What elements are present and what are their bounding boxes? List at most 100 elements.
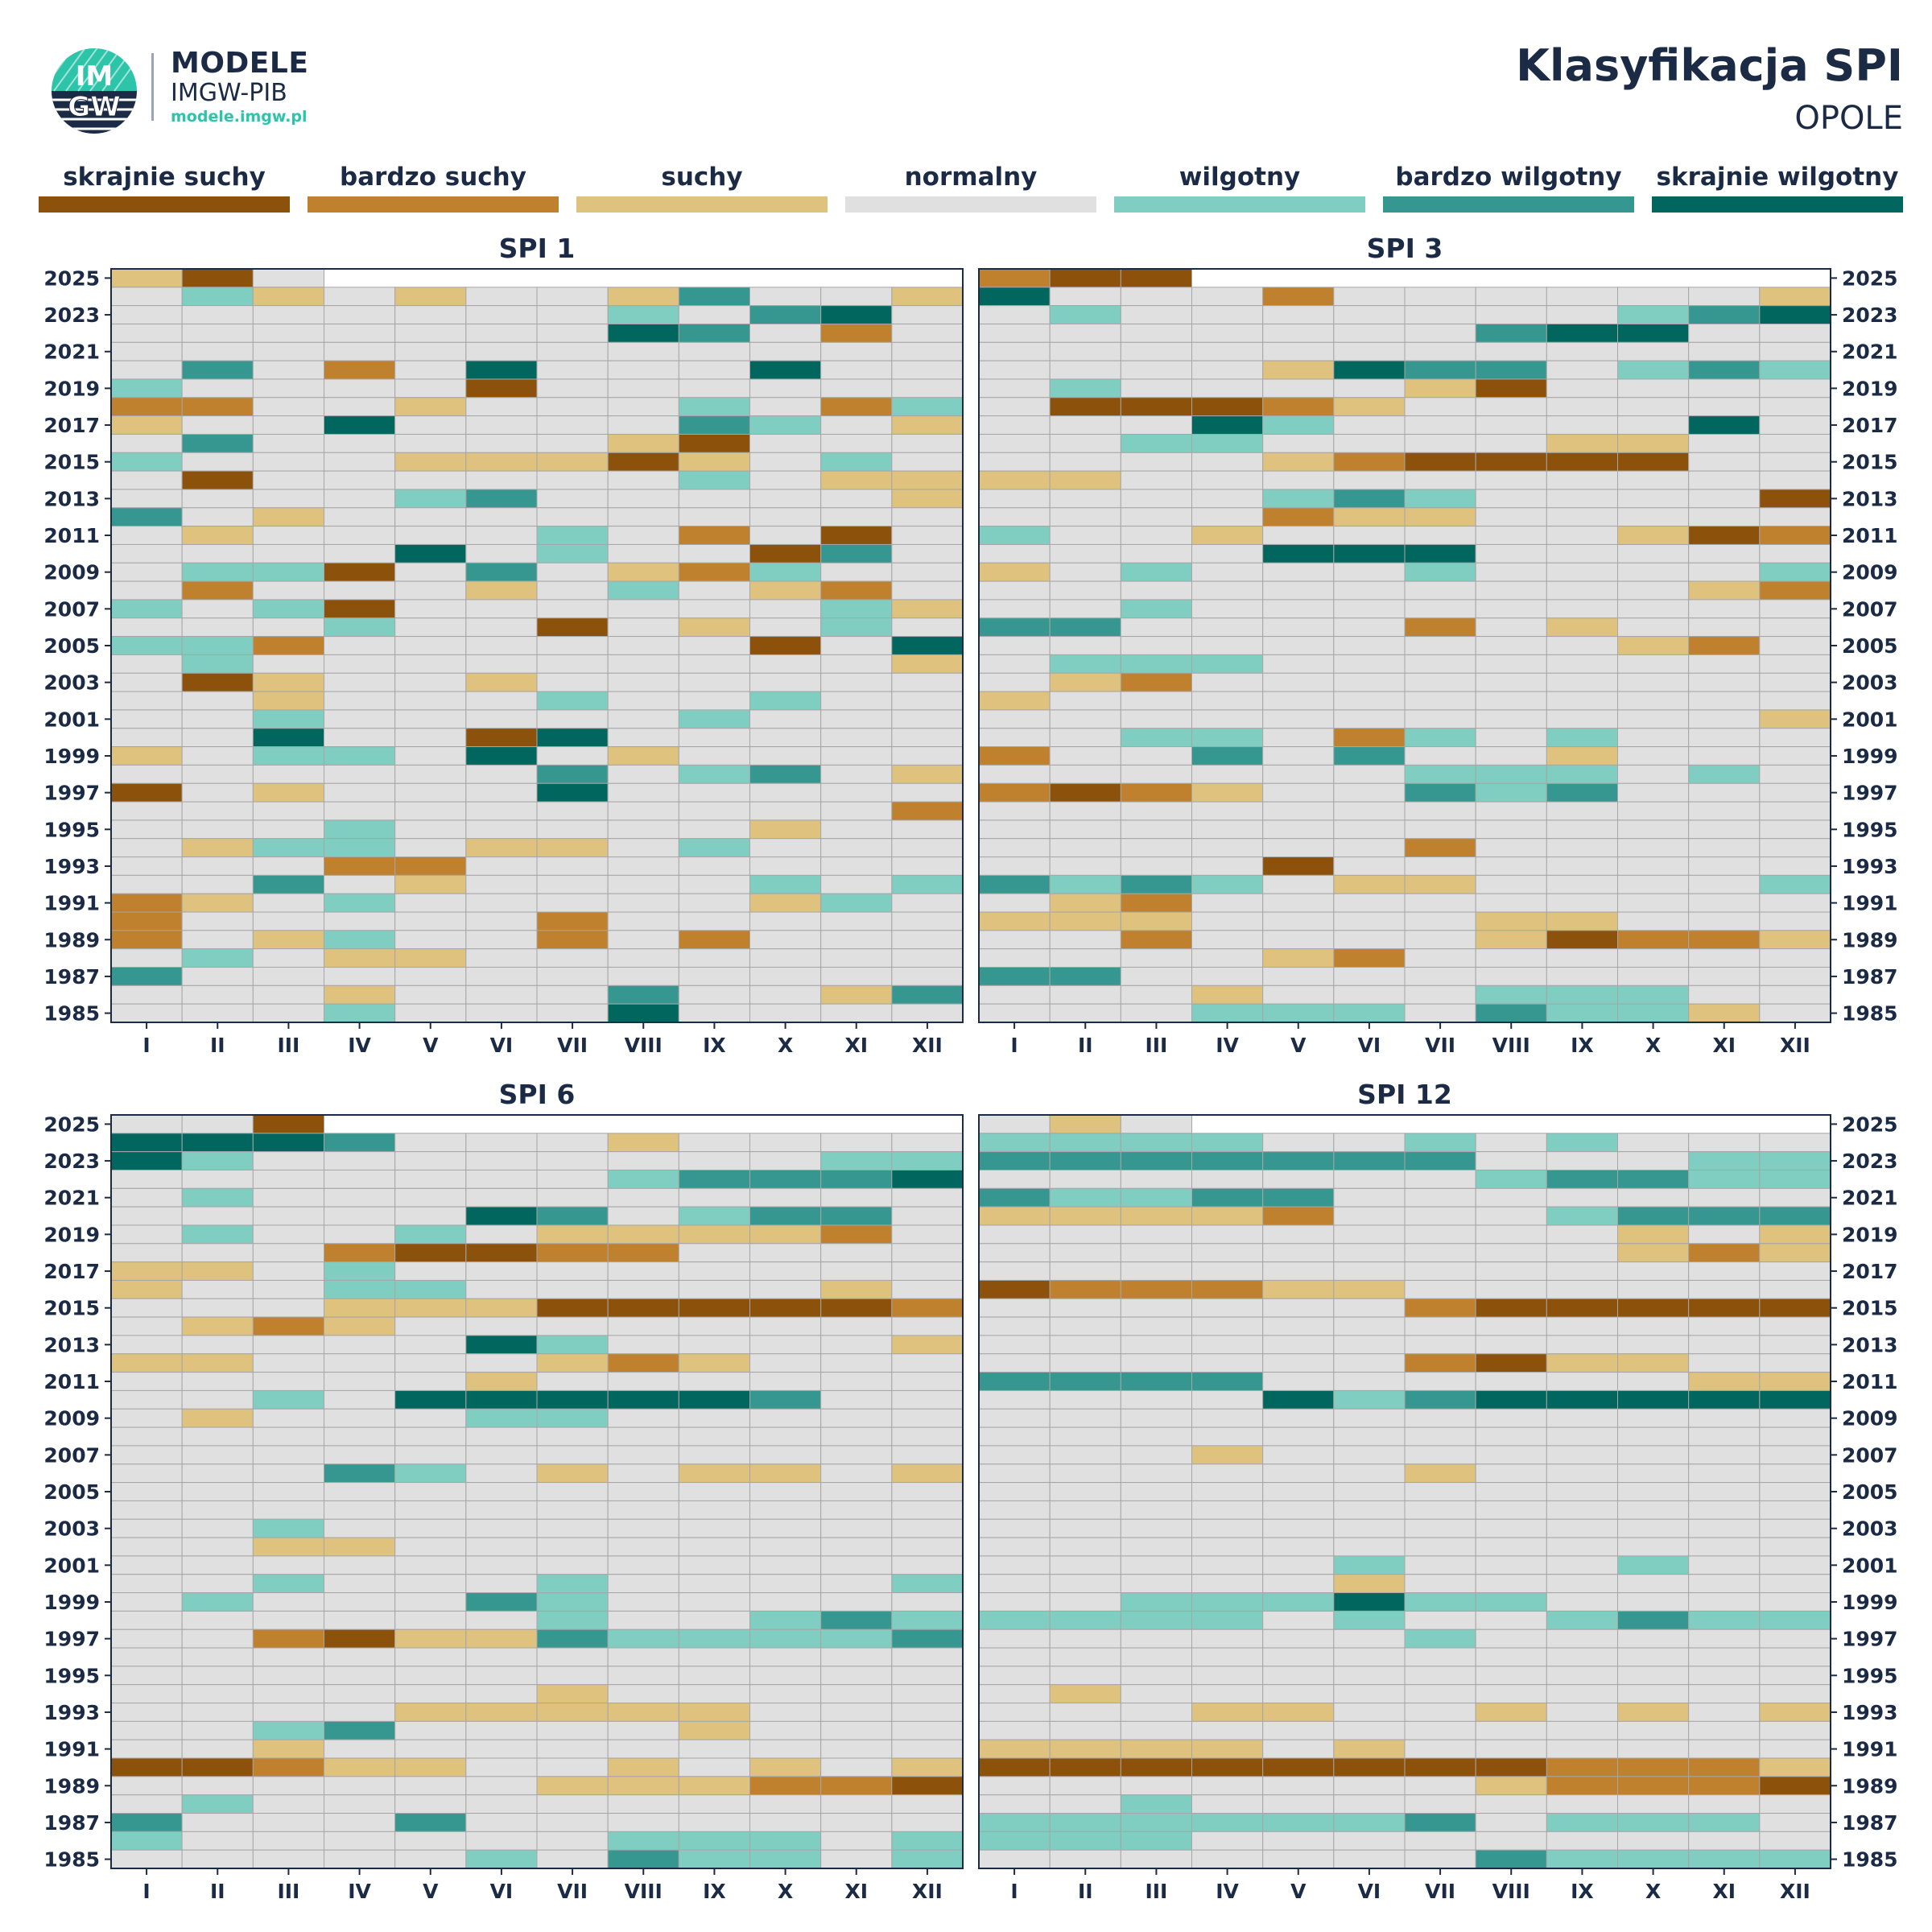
heatmap-cell — [749, 911, 822, 931]
heatmap-cell — [978, 1169, 1051, 1189]
heatmap-cell — [820, 433, 893, 453]
heatmap-cell — [181, 1684, 254, 1704]
heatmap-cell — [1475, 1389, 1547, 1410]
heatmap-cell — [110, 1463, 183, 1484]
heatmap-cell — [1049, 1114, 1121, 1134]
heatmap-cell — [1049, 874, 1121, 894]
heatmap-cell — [1049, 857, 1121, 876]
heatmap-cell — [1333, 526, 1406, 545]
heatmap-cell — [536, 341, 609, 361]
heatmap-cell — [394, 1389, 467, 1410]
heatmap-cell — [1475, 1574, 1547, 1594]
heatmap-cell — [1546, 691, 1619, 711]
heatmap-cell — [678, 415, 750, 435]
heatmap-cell — [1759, 1482, 1831, 1501]
heatmap-cell — [607, 1555, 679, 1575]
heatmap-cell — [1049, 672, 1121, 692]
heatmap-cell — [110, 562, 183, 582]
y-tick-label: 1987 — [43, 965, 100, 989]
heatmap-cell — [465, 1463, 538, 1484]
heatmap-cell — [1404, 1316, 1476, 1336]
heatmap-cell — [1759, 1703, 1831, 1722]
heatmap-cell — [820, 1537, 893, 1557]
heatmap-cell — [1333, 911, 1406, 931]
heatmap-cell — [536, 672, 609, 692]
heatmap-cell — [1049, 489, 1121, 509]
heatmap-cell — [1191, 1757, 1264, 1777]
heatmap-cell — [1475, 1794, 1547, 1814]
heatmap-cell — [1617, 1831, 1690, 1851]
heatmap-cell — [678, 1316, 750, 1336]
x-tick-label: X — [1645, 1034, 1661, 1057]
heatmap-cell — [1546, 1831, 1619, 1851]
heatmap-cell — [394, 1482, 467, 1501]
heatmap-cell — [1475, 1831, 1547, 1851]
heatmap-cell — [252, 967, 325, 986]
heatmap-cell — [110, 580, 183, 601]
heatmap-cell — [678, 470, 750, 490]
y-tick-label: 1995 — [1842, 1664, 1898, 1687]
heatmap-cell — [110, 507, 183, 527]
heatmap-cell — [1475, 654, 1547, 674]
heatmap-cell — [678, 1372, 750, 1391]
heatmap-cell — [820, 782, 893, 803]
heatmap-cell — [181, 874, 254, 894]
heatmap-cell — [1546, 452, 1619, 472]
heatmap-cell — [1049, 268, 1121, 288]
y-tick-label: 2019 — [43, 377, 100, 400]
heatmap-cell — [678, 1335, 750, 1355]
heatmap-cell — [252, 911, 325, 931]
heatmap-cell — [536, 1224, 609, 1245]
heatmap-cell — [1617, 1353, 1690, 1373]
heatmap-cell — [607, 489, 679, 509]
heatmap-cell — [1475, 1849, 1547, 1869]
y-tick-label: 2009 — [43, 1407, 100, 1430]
heatmap-cell — [891, 507, 964, 527]
heatmap-cell — [978, 1133, 1051, 1153]
heatmap-cell — [607, 543, 679, 564]
heatmap-cell — [1475, 1813, 1547, 1832]
heatmap-cell — [1759, 397, 1831, 417]
heatmap-cell — [1688, 1813, 1761, 1832]
heatmap-cell — [820, 1518, 893, 1538]
heatmap-cell — [1475, 526, 1547, 545]
heatmap-cell — [1546, 1666, 1619, 1686]
heatmap-cell — [1546, 728, 1619, 748]
heatmap-cell — [465, 1500, 538, 1520]
heatmap-cell — [1120, 1279, 1193, 1299]
heatmap-cell — [465, 819, 538, 840]
heatmap-cell — [678, 599, 750, 619]
heatmap-cell — [1191, 1316, 1264, 1336]
heatmap-cell — [394, 1335, 467, 1355]
heatmap-cell — [1688, 709, 1761, 729]
heatmap-cell — [324, 1684, 396, 1704]
heatmap-cell — [607, 360, 679, 380]
heatmap-cell — [536, 1849, 609, 1869]
heatmap-cell — [1262, 1574, 1335, 1594]
heatmap-cell — [324, 1445, 396, 1465]
heatmap-cell — [1049, 287, 1121, 307]
heatmap-cell — [820, 1555, 893, 1575]
heatmap-cell — [1546, 397, 1619, 417]
heatmap-cell — [1688, 341, 1761, 361]
heatmap-cell — [1333, 985, 1406, 1005]
heatmap-cell — [1333, 323, 1406, 343]
x-tick-label: IX — [1571, 1034, 1594, 1057]
heatmap-cell — [394, 1794, 467, 1814]
heatmap-cell — [1262, 967, 1335, 986]
heatmap-cell — [1333, 1647, 1406, 1667]
heatmap-cell — [181, 1592, 254, 1612]
heatmap-cell — [1688, 838, 1761, 858]
heatmap-cell — [978, 1794, 1051, 1814]
heatmap-cell — [607, 636, 679, 655]
heatmap-cell — [465, 764, 538, 784]
heatmap-cell — [1120, 617, 1193, 638]
heatmap-cell — [465, 1629, 538, 1649]
heatmap-cell — [324, 397, 396, 417]
heatmap-cell — [181, 1426, 254, 1447]
brand-url[interactable]: modele.imgw.pl — [171, 108, 308, 126]
heatmap-cell — [1404, 287, 1476, 307]
heatmap-cell — [1120, 562, 1193, 582]
y-tick-label: 1991 — [43, 1738, 100, 1761]
heatmap-cell — [1049, 397, 1121, 417]
